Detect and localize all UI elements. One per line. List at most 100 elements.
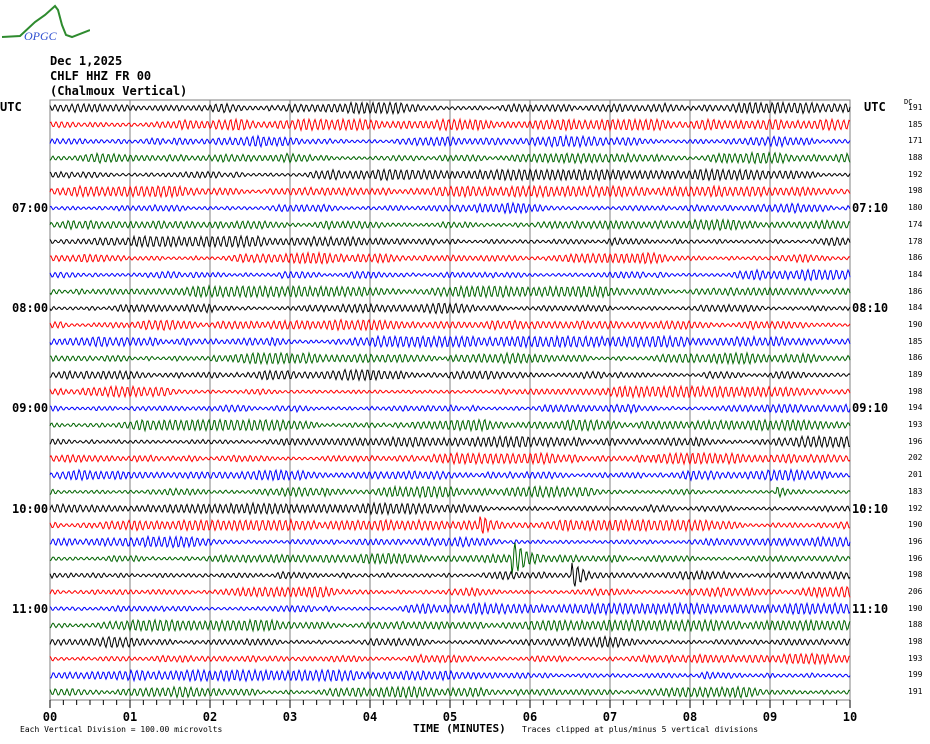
left-time-label: 10:00: [12, 501, 49, 516]
seismic-trace: [49, 184, 851, 199]
dc-offset-value: 178: [908, 236, 923, 246]
right-axis-title: UTC: [864, 100, 886, 114]
right-time-label: 07:10: [852, 201, 889, 216]
dc-offset-value: 186: [908, 253, 923, 263]
dc-offset-value: 190: [908, 520, 923, 530]
dc-offset-value: 196: [908, 553, 923, 563]
dc-offset-value: 183: [908, 486, 923, 496]
scale-note: Each Vertical Division = 100.00 microvol…: [20, 725, 223, 734]
dc-offset-value: 198: [908, 570, 923, 580]
x-tick-label: 02: [202, 710, 218, 724]
left-axis-title: UTC: [0, 100, 22, 114]
dc-offset-value: 198: [908, 386, 923, 396]
dc-title: DC: [904, 98, 913, 106]
right-time-label: 09:10: [852, 401, 889, 416]
seismic-trace: [49, 403, 851, 415]
x-tick-label: 03: [282, 710, 298, 724]
dc-offset-value: 193: [908, 420, 923, 430]
seismic-trace: [49, 484, 851, 500]
left-time-label: 07:00: [12, 201, 49, 216]
dc-offset-value: 191: [908, 103, 923, 112]
left-time-label: 09:00: [12, 401, 49, 416]
clip-note: Traces clipped at plus/minus 5 vertical …: [522, 725, 759, 734]
seismic-trace: [49, 234, 851, 249]
left-time-label: 08:00: [12, 301, 49, 316]
seismic-trace: [49, 562, 851, 587]
dc-offset-value: 174: [908, 219, 923, 229]
dc-offset-value: 180: [908, 203, 923, 213]
dc-offset-value: 196: [908, 436, 923, 446]
seismic-trace: [49, 542, 851, 575]
dc-offset-value: 194: [908, 403, 923, 413]
seismic-trace: [49, 384, 851, 400]
dc-offset-value: 202: [908, 453, 923, 463]
dc-offset-value: 185: [908, 119, 923, 129]
seismic-trace: [49, 516, 851, 534]
seismic-trace: [49, 585, 851, 599]
dc-offset-value: 188: [908, 153, 923, 163]
dc-offset-value: 186: [908, 286, 923, 296]
seismic-trace: [49, 250, 851, 265]
seismic-trace: [49, 417, 851, 433]
x-tick-label: 09: [762, 710, 778, 724]
seismic-trace: [49, 150, 851, 165]
seismic-trace: [49, 268, 851, 282]
dc-offset-value: 190: [908, 319, 923, 329]
dc-offset-value: 184: [908, 269, 923, 279]
left-time-label: 11:00: [12, 601, 49, 616]
x-tick-label: 01: [122, 710, 138, 724]
seismic-trace: [49, 368, 851, 382]
dc-offset-value: 192: [908, 169, 923, 179]
seismic-trace: [49, 534, 851, 549]
dc-offset-value: 171: [908, 136, 923, 146]
dc-offset-value: 190: [908, 603, 923, 613]
seismic-trace: [49, 467, 851, 483]
x-tick-label: 07: [602, 710, 618, 724]
seismic-trace: [49, 302, 851, 315]
x-tick-label: 00: [42, 710, 58, 724]
dc-offset-value: 192: [908, 503, 923, 513]
seismic-trace: [49, 134, 851, 149]
seismic-trace: [49, 652, 851, 666]
chart-date: Dec 1,2025: [50, 54, 123, 68]
svg-text:OPGC: OPGC: [24, 29, 58, 43]
seismic-trace: [49, 618, 851, 633]
seismic-trace: [49, 167, 851, 182]
seismic-trace: [49, 284, 851, 299]
station-name: (Chalmoux Vertical): [50, 84, 188, 98]
seismic-trace: [49, 668, 851, 683]
seismic-trace: [49, 117, 851, 133]
x-tick-label: 08: [682, 710, 698, 724]
station-code: CHLF HHZ FR 00: [50, 69, 152, 83]
x-tick-label: 04: [362, 710, 378, 724]
seismic-trace: [49, 201, 851, 215]
dc-offset-value: 198: [908, 186, 923, 196]
seismic-trace: [49, 318, 851, 332]
seismic-trace: [49, 218, 851, 232]
dc-offset-value: 193: [908, 653, 923, 663]
right-time-label: 08:10: [852, 301, 889, 316]
dc-offset-value: 191: [908, 687, 923, 697]
seismic-trace: [49, 434, 850, 450]
right-time-label: 11:10: [852, 601, 889, 616]
right-time-label: 10:10: [852, 501, 889, 516]
dc-offset-value: 199: [908, 670, 923, 680]
x-tick-label: 06: [522, 710, 538, 724]
dc-offset-value: 196: [908, 536, 923, 546]
dc-offset-value: 189: [908, 370, 923, 380]
dc-offset-value: 201: [908, 470, 923, 480]
seismic-trace: [49, 100, 851, 116]
dc-offset-value: 198: [908, 637, 923, 647]
dc-offset-value: 184: [908, 303, 923, 313]
dc-offset-value: 206: [908, 587, 923, 596]
dc-offset-value: 186: [908, 353, 923, 363]
seismic-trace: [49, 451, 851, 466]
x-tick-label: 05: [442, 710, 458, 724]
dc-offset-value: 188: [908, 620, 923, 630]
seismic-trace: [49, 685, 851, 700]
seismic-trace: [49, 601, 851, 617]
seismic-trace: [49, 635, 851, 649]
seismic-trace: [49, 501, 851, 516]
seismic-trace: [49, 334, 851, 349]
